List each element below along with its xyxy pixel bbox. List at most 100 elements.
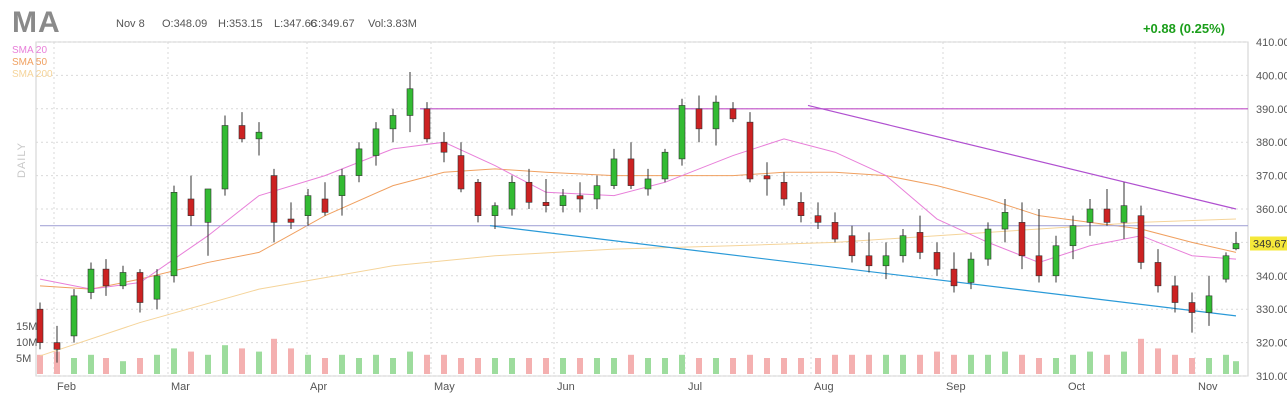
volume-bar	[1172, 354, 1178, 374]
volume-bar	[54, 351, 60, 374]
volume-bar	[88, 354, 94, 374]
candle-body	[1154, 262, 1162, 287]
candle-body	[187, 198, 195, 216]
month-tick-label: May	[434, 381, 455, 393]
volume-bar	[339, 354, 345, 374]
volume-bar	[560, 358, 566, 374]
candle-body	[916, 232, 924, 253]
timeframe-label: DAILY	[16, 142, 28, 178]
drawn-lines	[40, 104, 1248, 317]
volume-bar	[1189, 358, 1195, 374]
volume-bar	[1121, 351, 1127, 374]
volume-bar	[696, 358, 702, 374]
sma50-legend: SMA 50	[12, 57, 48, 68]
candle-body	[559, 195, 567, 206]
candle-body	[36, 308, 44, 343]
volume-bar	[1019, 354, 1025, 374]
candle-body	[593, 185, 601, 200]
volume-bar	[390, 358, 396, 374]
volume-bar	[1138, 338, 1144, 374]
volume-bar	[577, 358, 583, 374]
volume-bar	[1036, 358, 1042, 374]
candle-body	[984, 228, 992, 260]
candle-body	[933, 252, 941, 270]
price-tick-label: 340.00	[1256, 271, 1287, 283]
candles	[36, 72, 1240, 363]
candle-body	[967, 258, 975, 283]
candle-body	[170, 192, 178, 277]
volume-bar	[356, 358, 362, 374]
close-value: C:349.67	[310, 18, 355, 30]
volume-bar	[662, 358, 668, 374]
volume-tick-label: 15M	[16, 321, 37, 333]
volume-bar	[322, 358, 328, 374]
volume-bar	[492, 358, 498, 374]
price-tick-label: 370.00	[1256, 171, 1287, 183]
volume-bar	[1233, 361, 1239, 374]
open-value: O:348.09	[162, 18, 208, 30]
volume-bar	[1155, 348, 1161, 374]
low-value: L:347.66	[274, 18, 317, 30]
candle-body	[204, 188, 212, 223]
volume-bar	[1223, 354, 1229, 374]
candle-body	[712, 101, 720, 130]
price-tick-label: 310.00	[1256, 371, 1287, 383]
volume-bar	[883, 354, 889, 374]
volume-bar	[222, 345, 228, 374]
volume-bar	[764, 358, 770, 374]
volume-bar	[866, 354, 872, 374]
candle-body	[270, 175, 278, 223]
volume-bar	[917, 354, 923, 374]
candle-body	[255, 131, 263, 140]
candle-body	[389, 115, 397, 130]
volume-bar	[509, 358, 515, 374]
ticker-symbol: MA	[12, 6, 61, 39]
candle-body	[848, 235, 856, 257]
volume-bar	[424, 354, 430, 374]
candle-body	[153, 275, 161, 300]
price-tick-label: 330.00	[1256, 304, 1287, 316]
candle-body	[355, 148, 363, 176]
candle-body	[1137, 215, 1145, 263]
price-tick-label: 400.00	[1256, 70, 1287, 82]
month-tick-label: Apr	[310, 381, 327, 393]
last-price-tag	[1250, 236, 1287, 251]
candle-body	[1035, 255, 1043, 277]
volume-bar	[120, 361, 126, 374]
candle-body	[1232, 243, 1240, 250]
candle-body	[746, 121, 754, 180]
price-tick-label: 410.00	[1256, 37, 1287, 49]
volume-bar	[798, 358, 804, 374]
candle-body	[1171, 285, 1179, 303]
date-axis: Feb Mar Apr May Jun Jul Aug Sep Oct Nov	[57, 381, 1218, 393]
volume-bar	[679, 354, 685, 374]
candle-body	[1001, 212, 1009, 230]
sma200-legend: SMA 200	[12, 69, 53, 80]
volume-bar	[849, 354, 855, 374]
candle-body	[1103, 208, 1111, 223]
trend-line	[807, 104, 1237, 210]
candle-body	[321, 198, 329, 213]
candle-body	[1222, 255, 1230, 280]
volume-bar	[628, 354, 634, 374]
volume-bar	[1087, 351, 1093, 374]
candle-body	[525, 181, 533, 203]
volume-bar	[543, 358, 549, 374]
volume-bar	[441, 354, 447, 374]
volume-bar	[832, 354, 838, 374]
candle-body	[950, 268, 958, 287]
month-tick-label: Jun	[557, 381, 575, 393]
volume-bar	[288, 348, 294, 374]
volume-bar	[188, 351, 194, 374]
volume-bar	[137, 358, 143, 374]
candle-body	[406, 88, 414, 116]
candle-body	[865, 255, 873, 267]
volume-bar	[968, 354, 974, 374]
candle-body	[1069, 225, 1077, 247]
last-price-label: 349.67	[1253, 239, 1287, 251]
month-tick-label: Aug	[814, 381, 834, 393]
price-tick-label: 320.00	[1256, 338, 1287, 350]
volume-bar	[256, 351, 262, 374]
candle-body	[763, 175, 771, 180]
